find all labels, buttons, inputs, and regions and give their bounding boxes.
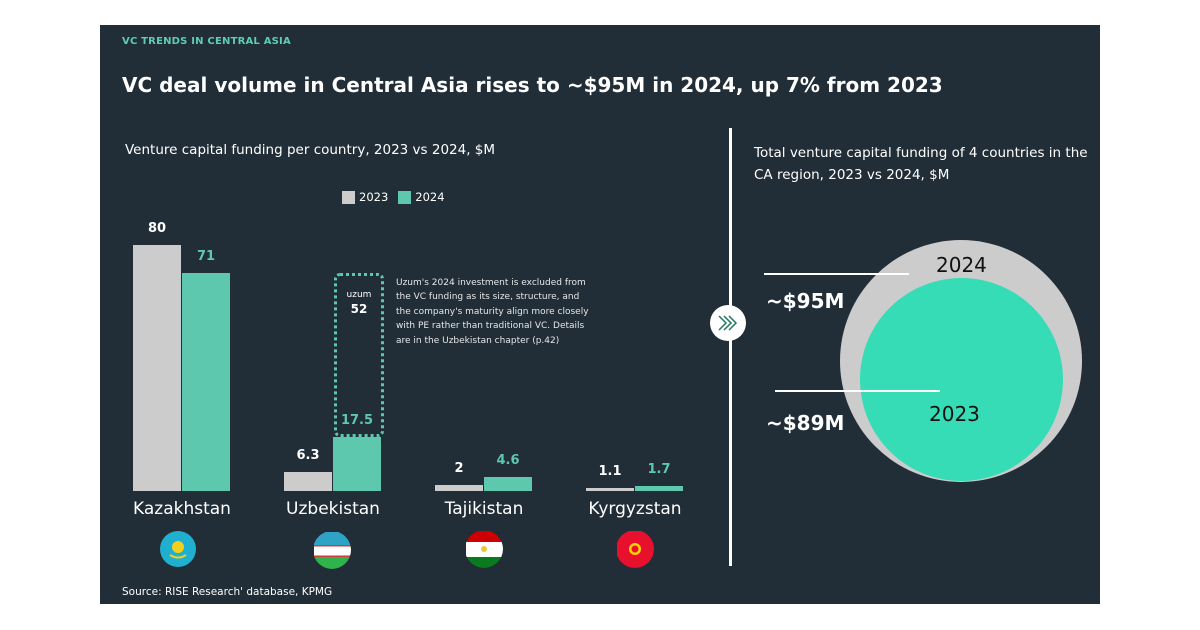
data-label: 17.5 [340,413,374,429]
bar-uzbekistan-2023 [284,471,332,491]
kicker: VC TRENDS IN CENTRAL ASIA [122,36,291,47]
uzum-note: Uzum's 2024 investment is excluded from … [396,278,589,346]
tajikistan-flag-icon [466,531,503,568]
page-title: VC deal volume in Central Asia rises to … [122,73,943,97]
uzum-value: 52 [350,302,368,316]
data-label: 2 [454,460,464,476]
circle-2023 [860,278,1063,481]
value-2024: ~$95M [766,289,845,313]
leader-line-2024 [764,273,909,275]
bar-uzbekistan-2024 [333,437,381,491]
data-label: 6.3 [296,447,320,463]
leader-line-2023 [775,390,940,392]
kyrgyzstan-flag-icon [617,531,654,568]
legend-swatch-2024 [398,190,412,204]
label-2023: 2023 [929,402,980,426]
data-label: 1.7 [647,461,671,477]
value-2023: ~$89M [766,411,845,435]
category-label: Kyrgyzstan [588,499,682,519]
legend-swatch-2023 [342,190,355,204]
data-label: 80 [147,221,167,236]
bar-tajikistan-2023 [435,484,483,491]
kazakhstan-flag-icon [160,531,196,567]
data-label: 4.6 [496,452,520,468]
uzbekistan-flag-icon [314,532,351,569]
bubble-chart-title: Total venture capital funding of 4 count… [754,145,1088,183]
category-label: Uzbekistan [286,499,380,519]
legend-2024: 2024 [415,190,445,204]
category-label: Kazakhstan [133,499,231,519]
legend: 2023 2024 [342,190,445,204]
uzum-box: uzum 52 [334,273,384,437]
source-note: Source: RISE Research' database, KPMG [122,586,333,598]
bar-tajikistan-2024 [484,476,532,491]
bar-kyrgyzstan-2023 [586,487,634,491]
uzum-logo: uzum [346,290,372,300]
divider [729,128,732,566]
label-2024: 2024 [936,253,987,277]
legend-2023: 2023 [359,190,389,204]
data-label: 1.1 [598,463,622,479]
bar-kyrgyzstan-2024 [635,485,683,491]
bar-chart-title: Venture capital funding per country, 202… [125,142,496,158]
infographic-panel: VC TRENDS IN CENTRAL ASIA VC deal volume… [100,25,1100,604]
chevrons-icon [710,305,746,341]
data-label: 71 [196,248,216,264]
category-label: Tajikistan [444,499,524,519]
bar-kazakhstan-2023 [133,245,181,491]
bar-kazakhstan-2024 [182,272,230,491]
